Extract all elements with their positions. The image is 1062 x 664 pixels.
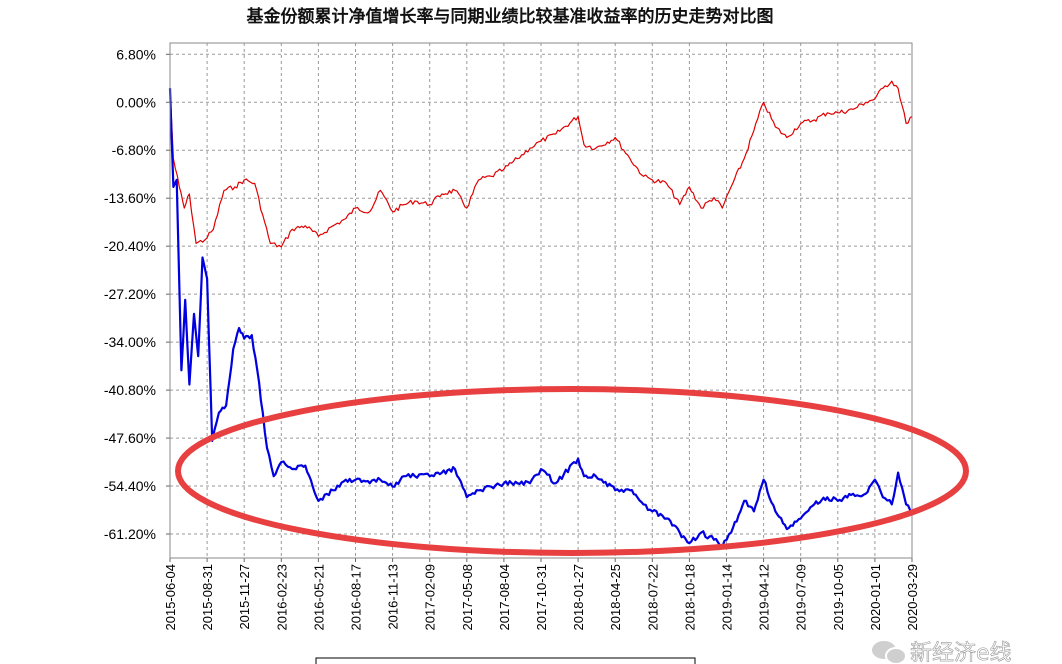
y-tick-label: -34.00%: [104, 334, 156, 350]
x-tick-label: 2017-05-08: [460, 564, 475, 631]
y-axis: 6.80% 0.00% -6.80% -13.60% -20.40% -27.20% -34…: [104, 46, 170, 542]
x-tick-label: 2017-02-09: [423, 564, 438, 631]
y-tick-label: -6.80%: [112, 142, 156, 158]
x-tick-label: 2016-05-21: [311, 564, 326, 631]
annotation-ellipse: [175, 386, 969, 556]
fund-series-line: [168, 88, 914, 548]
benchmark-series-line: [169, 80, 913, 248]
y-tick-label: -54.40%: [104, 478, 156, 494]
x-tick-label: 2018-10-18: [682, 564, 697, 631]
y-tick-label: -13.60%: [104, 190, 156, 206]
x-tick-label: 2016-08-17: [349, 564, 364, 631]
x-tick-label: 2018-04-25: [608, 564, 623, 631]
chart-title: 基金份额累计净值增长率与同期业绩比较基准收益率的历史走势对比图: [246, 6, 774, 27]
watermark: 新经济e线: [870, 639, 1012, 664]
x-tick-label: 2017-08-04: [497, 564, 512, 631]
x-tick-label: 2015-06-04: [163, 564, 178, 631]
y-tick-label: -61.20%: [104, 526, 156, 542]
x-tick-label: 2019-04-12: [757, 564, 772, 631]
x-tick-label: 2020-03-29: [905, 564, 920, 631]
plot-frame: [169, 42, 913, 559]
x-tick-label: 2020-01-01: [868, 564, 883, 631]
y-tick-label: -40.80%: [104, 382, 156, 398]
x-tick-label: 2019-10-05: [831, 564, 846, 631]
y-tick-label: -20.40%: [104, 238, 156, 254]
y-tick-label: -47.60%: [104, 430, 156, 446]
grid: [169, 43, 913, 558]
x-tick-label: 2017-10-31: [534, 564, 549, 631]
x-tick-label: 2019-07-09: [794, 564, 809, 631]
chat-logo-icon: [870, 639, 907, 664]
x-tick-label: 2018-01-27: [571, 564, 586, 631]
y-tick-label: -27.20%: [104, 286, 156, 302]
y-tick-label: 0.00%: [116, 94, 156, 110]
x-tick-label: 2015-08-31: [200, 564, 215, 631]
x-tick-label: 2016-11-13: [386, 564, 401, 630]
x-tick-label: 2015-11-27: [237, 564, 252, 630]
bottom-box: [315, 657, 696, 664]
x-tick-label: 2016-02-23: [274, 564, 289, 631]
series-group: [168, 80, 914, 548]
watermark-text: 新经济e线: [910, 641, 1012, 664]
y-tick-label: 6.80%: [116, 46, 156, 62]
x-tick-label: 2019-01-14: [720, 564, 735, 631]
x-tick-label: 2018-07-22: [645, 564, 660, 631]
x-axis: 2015-06-04 2015-08-31 2015-11-27 2016-02-23…: [163, 558, 920, 631]
